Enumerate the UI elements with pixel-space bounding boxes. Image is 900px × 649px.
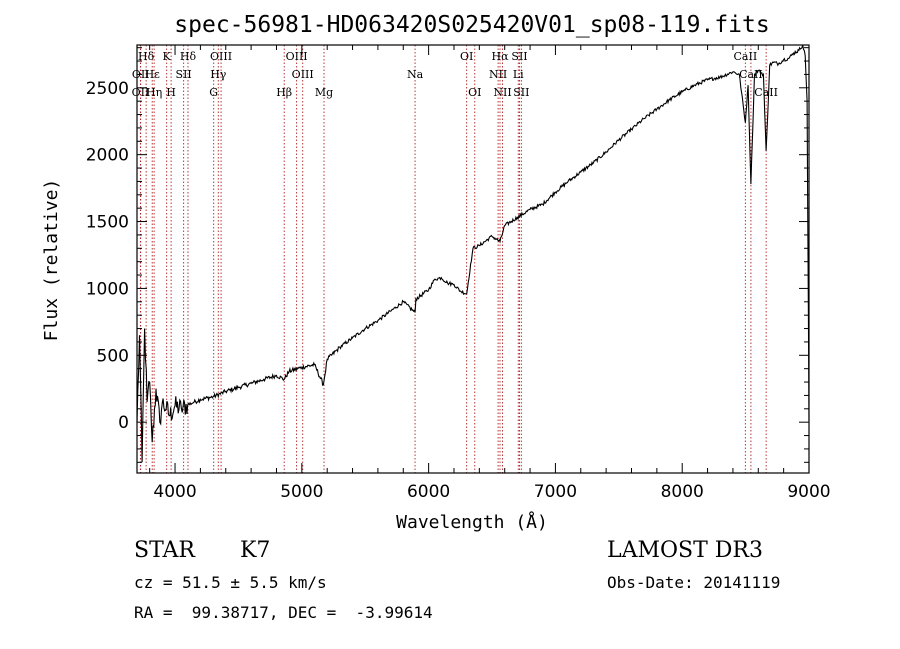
y-tick-label-0: 0: [118, 413, 129, 433]
line-label-13: OIII: [286, 50, 308, 63]
line-label-0: Hδ: [138, 50, 155, 63]
survey-name: LAMOST DR3: [607, 538, 763, 563]
line-label-12: Hβ: [276, 86, 292, 99]
y-tick-label-2: 1000: [86, 279, 129, 299]
line-label-6: H: [166, 86, 176, 99]
object-subclass: K7: [240, 538, 271, 563]
spectrum-line: [136, 44, 810, 463]
line-label-3: Hε: [145, 68, 161, 81]
line-label-19: Hα: [491, 50, 509, 63]
line-label-15: Mg: [315, 86, 333, 99]
plot-frame: [136, 44, 810, 474]
line-label-20: NII: [489, 68, 507, 81]
x-tick-label-3: 7000: [534, 482, 577, 502]
x-axis-label: Wavelength (Å): [396, 511, 548, 533]
x-tick-label-1: 5000: [280, 482, 323, 502]
line-label-7: SII: [176, 68, 192, 81]
y-tick-label-5: 2500: [86, 79, 129, 99]
axis-ticks: 4000 5000 6000 7000 8000 9000 0 500 1000 1500 2000…: [86, 45, 831, 502]
ra-dec-coordinates: RA = 99.38717, DEC = -3.99614: [134, 603, 433, 622]
x-tick-label-5: 9000: [787, 482, 830, 502]
observation-date: Obs-Date: 20141119: [607, 573, 781, 592]
line-label-5: K: [163, 50, 172, 63]
line-label-2: OII: [132, 86, 150, 99]
line-label-24: SII: [513, 86, 529, 99]
line-label-27: CaII: [754, 86, 778, 99]
object-class: STAR: [134, 538, 195, 563]
y-axis-label: Flux (relative): [41, 179, 62, 342]
line-label-16: Na: [407, 68, 424, 81]
y-tick-label-1: 500: [97, 346, 129, 366]
x-tick-label-4: 8000: [661, 482, 704, 502]
line-label-10: Hγ: [210, 68, 227, 81]
line-label-8: Hδ: [180, 50, 197, 63]
line-label-14: OIII: [292, 68, 314, 81]
x-tick-label-0: 4000: [153, 482, 196, 502]
emission-line-markers: [139, 45, 767, 473]
line-label-21: NII: [493, 86, 511, 99]
y-tick-label-3: 1500: [86, 213, 129, 233]
redshift-cz: cz = 51.5 ± 5.5 km/s: [134, 573, 327, 592]
line-label-4: Hη: [146, 86, 162, 99]
line-label-22: SII: [511, 50, 527, 63]
line-label-25: CaII: [734, 50, 758, 63]
line-label-23: Li: [513, 68, 524, 81]
x-tick-label-2: 6000: [407, 482, 450, 502]
y-tick-label-4: 2000: [86, 146, 129, 166]
line-label-17: OI: [460, 50, 473, 63]
chart-title: spec-56981-HD063420S025420V01_sp08-119.f…: [174, 12, 769, 38]
line-label-11: G: [209, 86, 218, 99]
line-label-9: OIII: [210, 50, 232, 63]
line-label-18: OI: [468, 86, 481, 99]
